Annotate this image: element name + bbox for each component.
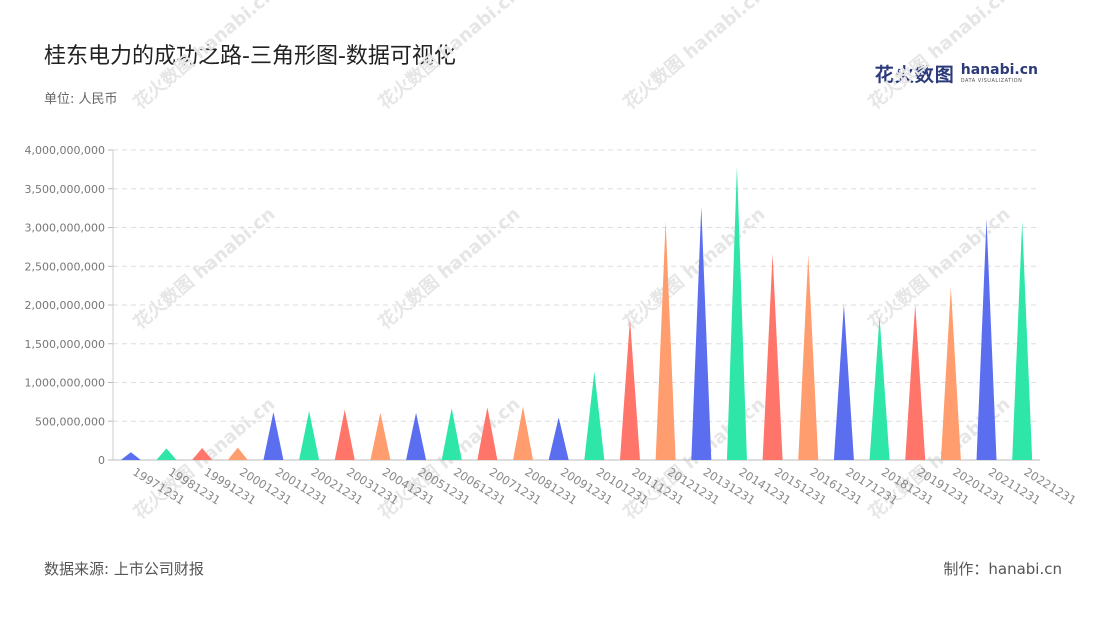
triangle-bar-20081231 — [513, 406, 534, 460]
logo-tagline: DATA VISUALIZATION — [960, 78, 1023, 84]
triangle-bar-20091231 — [548, 417, 569, 460]
logo-en-text: hanabi.cn — [960, 62, 1038, 78]
y-tick-label: 3,500,000,000 — [25, 183, 105, 196]
triangle-bar-20111231 — [619, 318, 640, 460]
chart-title: 桂东电力的成功之路-三角形图-数据可视化 — [44, 44, 456, 69]
logo-cn-text: 花火数图 — [874, 64, 955, 86]
grid-lines — [113, 149, 1040, 422]
triangle-bar-20121231 — [655, 221, 676, 460]
triangle-bar-20191231 — [905, 304, 926, 460]
triangle-bar-20151231 — [762, 253, 783, 460]
watermark-text: 花火数图 hanabi.cn — [864, 203, 1014, 334]
triangle-bar-20071231 — [477, 407, 498, 460]
y-tick-label: 0 — [98, 454, 105, 467]
watermark-text: 花火数图 hanabi.cn — [619, 203, 769, 334]
y-tick-label: 2,000,000,000 — [25, 299, 105, 312]
triangle-bar-20221231 — [1012, 221, 1033, 460]
triangle-bar-19991231 — [192, 447, 213, 460]
y-axis-ticks: 0 500,000,000 1,000,000,000 1,500,000,000 2,… — [25, 144, 1040, 467]
credit-label: 制作：hanabi.cn — [943, 560, 1062, 578]
watermark-text: 花火数图 hanabi.cn — [129, 203, 279, 334]
triangle-bar-20051231 — [406, 412, 427, 460]
triangle-bar-20171231 — [833, 304, 854, 460]
y-tick-label: 1,500,000,000 — [25, 338, 105, 351]
data-source: 数据来源: 上市公司财报 — [44, 560, 204, 578]
brand-logo: 花火数图 hanabi.cn DATA VISUALIZATION — [875, 60, 1038, 87]
y-tick-label: 4,000,000,000 — [25, 144, 105, 157]
y-tick-label: 500,000,000 — [35, 415, 105, 428]
triangle-bar-20211231 — [976, 218, 997, 460]
watermark-text: 花火数图 hanabi.cn — [374, 0, 524, 114]
triangle-bar-20141231 — [726, 166, 747, 460]
triangle-bar-20181231 — [869, 316, 890, 460]
y-tick-label: 3,000,000,000 — [25, 222, 105, 235]
watermark-text: 花火数图 hanabi.cn — [129, 0, 279, 114]
triangle-bar-20001231 — [227, 447, 248, 460]
watermark-text: 花火数图 hanabi.cn — [864, 0, 1014, 114]
triangle-bar-20101231 — [584, 371, 605, 460]
triangle-bar-20011231 — [263, 411, 284, 460]
unit-label: 单位: 人民币 — [44, 92, 118, 107]
triangle-bar-20021231 — [299, 411, 320, 460]
triangle-bar-20041231 — [370, 412, 391, 460]
triangle-bar-20061231 — [441, 408, 462, 460]
y-tick-label: 1,000,000,000 — [25, 377, 105, 390]
watermark-text: 花火数图 hanabi.cn — [619, 0, 769, 114]
triangle-bar-19981231 — [156, 448, 177, 460]
triangle-bar-20031231 — [334, 409, 355, 460]
y-tick-label: 2,500,000,000 — [25, 260, 105, 273]
triangle-bar-20161231 — [798, 254, 819, 460]
watermark-text: 花火数图 hanabi.cn — [374, 203, 524, 334]
triangle-bar-20201231 — [940, 287, 961, 460]
triangle-bars — [120, 166, 1033, 460]
triangle-bar-19971231 — [120, 452, 141, 460]
triangle-bar-20131231 — [691, 206, 712, 460]
